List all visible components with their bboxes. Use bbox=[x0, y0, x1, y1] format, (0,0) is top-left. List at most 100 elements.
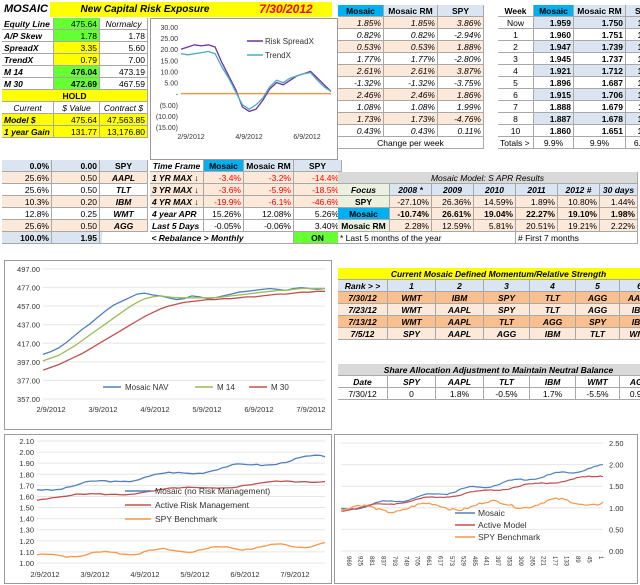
apr-header: 2009 bbox=[432, 184, 474, 196]
x-tick-label: 2/9/2012 bbox=[177, 134, 204, 141]
apr-cell: 12.59% bbox=[432, 220, 474, 232]
x-tick-label: 221 bbox=[540, 556, 546, 567]
growth-chart-left: 2.10 2.00 1.90 1.80 1.70 1.60 1.50 1.40 1.30 1.20… bbox=[4, 434, 332, 584]
y-tick-label: 0.00 bbox=[609, 547, 624, 556]
alloc-cell: 0.50 bbox=[52, 184, 100, 196]
momentum-cell: TLT bbox=[530, 292, 576, 304]
momentum-cell: IBM bbox=[620, 304, 640, 316]
normalcy-header: Normalcy bbox=[100, 18, 148, 30]
normalcy-value: 5.60 bbox=[100, 42, 148, 54]
momentum-cell: IBM bbox=[620, 316, 640, 328]
daily-cell: 0.82% bbox=[384, 29, 438, 41]
week-total: 6.0% bbox=[626, 137, 640, 149]
summary-value: 0.79 bbox=[54, 54, 100, 66]
tf-cell: Last 5 Days bbox=[150, 220, 204, 232]
week-cell: 1.712 bbox=[574, 65, 626, 77]
tf-header: Mosaic bbox=[204, 160, 244, 172]
momentum-cell: TLT bbox=[530, 304, 576, 316]
y-tick-label: 1.70 bbox=[19, 481, 34, 490]
apr-cell: 19.04% bbox=[474, 208, 516, 220]
week-total: 9.9% bbox=[534, 137, 574, 149]
tf-cell: 1 YR MAX ↓ bbox=[150, 172, 204, 184]
momentum-cell: 7/23/12 bbox=[338, 304, 388, 316]
apr-results-table: Mosaic Model: S APR Results Focus 2008 * 20… bbox=[338, 172, 638, 244]
tf-cell: 4 YR MAX ↓ bbox=[150, 196, 204, 208]
momentum-cell: TLT bbox=[576, 328, 620, 340]
y-tick-label: 25.00 bbox=[160, 36, 178, 43]
daily-cell: -2.80% bbox=[438, 53, 484, 65]
week-cell: 1.184 bbox=[626, 17, 640, 29]
share-title: Share Allocation Adjustment to Maintain … bbox=[338, 364, 640, 376]
daily-cell: -1.32% bbox=[338, 77, 384, 89]
daily-cell: 2.61% bbox=[338, 65, 384, 77]
y-tick-label: 417.00 bbox=[17, 339, 40, 348]
alloc-cell: AGG bbox=[100, 220, 148, 232]
apr-note: * Last 5 months of the year bbox=[338, 232, 516, 244]
alloc-cell: 0.50 bbox=[52, 172, 100, 184]
y-tick-label: 1.00 bbox=[19, 559, 34, 568]
x-tick-label: 5/9/2012 bbox=[192, 405, 221, 414]
apr-cell: 14.59% bbox=[474, 196, 516, 208]
spread-chart-svg: 30.00 25.00 20.00 15.00 10.00 5.00 - (5.00) (10.… bbox=[156, 25, 332, 141]
summary-value: 475.64 bbox=[54, 18, 100, 30]
momentum-cell: 7/5/12 bbox=[338, 328, 388, 340]
week-cell: 1.167 bbox=[626, 53, 640, 65]
momentum-cell: AGG bbox=[576, 292, 620, 304]
apr-cell: 26.61% bbox=[432, 208, 474, 220]
week-cell: 1.149 bbox=[626, 89, 640, 101]
y-tick-label: 2.00 bbox=[19, 448, 34, 457]
x-tick-label: 837 bbox=[379, 556, 385, 567]
x-tick-label: 4/9/2012 bbox=[130, 570, 159, 579]
week-cell: 1.123 bbox=[626, 77, 640, 89]
daily-footer: Change per week bbox=[338, 137, 484, 149]
daily-header: SPY bbox=[438, 5, 484, 17]
mosaic-series-line bbox=[340, 464, 604, 510]
daily-cell: 1.77% bbox=[384, 53, 438, 65]
apr-header: Focus bbox=[338, 184, 390, 196]
m14-series-line bbox=[42, 287, 325, 362]
y-tick-label: 357.00 bbox=[17, 395, 40, 404]
y-tick-label: 1.50 bbox=[609, 482, 624, 491]
y-tick-label: 497.00 bbox=[17, 265, 40, 274]
y-tick-label: 2.00 bbox=[609, 461, 624, 470]
legend-label: SPY Benchmark bbox=[155, 514, 218, 524]
x-tick-label: 661 bbox=[425, 556, 431, 567]
apr-header: 2008 * bbox=[390, 184, 432, 196]
apr-cell: 22.27% bbox=[516, 208, 558, 220]
legend-label: SPY Benchmark bbox=[478, 532, 541, 542]
current-header: Current bbox=[2, 102, 54, 114]
daily-cell: 1.85% bbox=[338, 17, 384, 29]
y-tick-label: 1.20 bbox=[19, 537, 34, 546]
week-cell: 3 bbox=[498, 53, 534, 65]
momentum-cell: WMT bbox=[388, 304, 436, 316]
alloc-cell: AAPL bbox=[100, 172, 148, 184]
x-tick-label: 3/9/2012 bbox=[80, 570, 109, 579]
model-cell: 475.64 bbox=[54, 114, 100, 126]
week-cell: 7 bbox=[498, 101, 534, 113]
tf-cell: -3.4% bbox=[204, 172, 244, 184]
share-header: AAPL bbox=[436, 376, 484, 388]
x-tick-label: 4/9/2012 bbox=[235, 134, 262, 141]
tf-cell: 4 year APR bbox=[150, 208, 204, 220]
y-tick-label: 397.00 bbox=[17, 358, 40, 367]
x-tick-label: 881 bbox=[368, 556, 374, 567]
y-tick-label: 20.00 bbox=[160, 47, 178, 54]
tf-header: Time Frame bbox=[150, 160, 204, 172]
week-cell: 5 bbox=[498, 77, 534, 89]
momentum-header: Rank > > bbox=[338, 280, 388, 292]
nav-chart: 497.00 477.00 457.00 437.00 417.00 397.00 377.… bbox=[4, 260, 332, 430]
week-cell: 8 bbox=[498, 113, 534, 125]
y-tick-label: - bbox=[176, 92, 179, 99]
summary-label: Equity Line bbox=[2, 18, 54, 30]
tf-cell: 5.26% bbox=[294, 208, 342, 220]
momentum-cell: AGG bbox=[484, 328, 530, 340]
x-tick-label: 573 bbox=[448, 556, 454, 567]
rebalance-toggle[interactable]: ON bbox=[294, 232, 342, 244]
daily-cell: 1.73% bbox=[384, 113, 438, 125]
alloc-cell: 0.50 bbox=[52, 220, 100, 232]
x-tick-label: 925 bbox=[356, 556, 362, 567]
week-cell: 1.679 bbox=[574, 101, 626, 113]
tf-cell: 15.26% bbox=[204, 208, 244, 220]
summary-grid: Equity Line 475.64 Normalcy A/P Skew 1.78 1.7… bbox=[2, 18, 148, 138]
